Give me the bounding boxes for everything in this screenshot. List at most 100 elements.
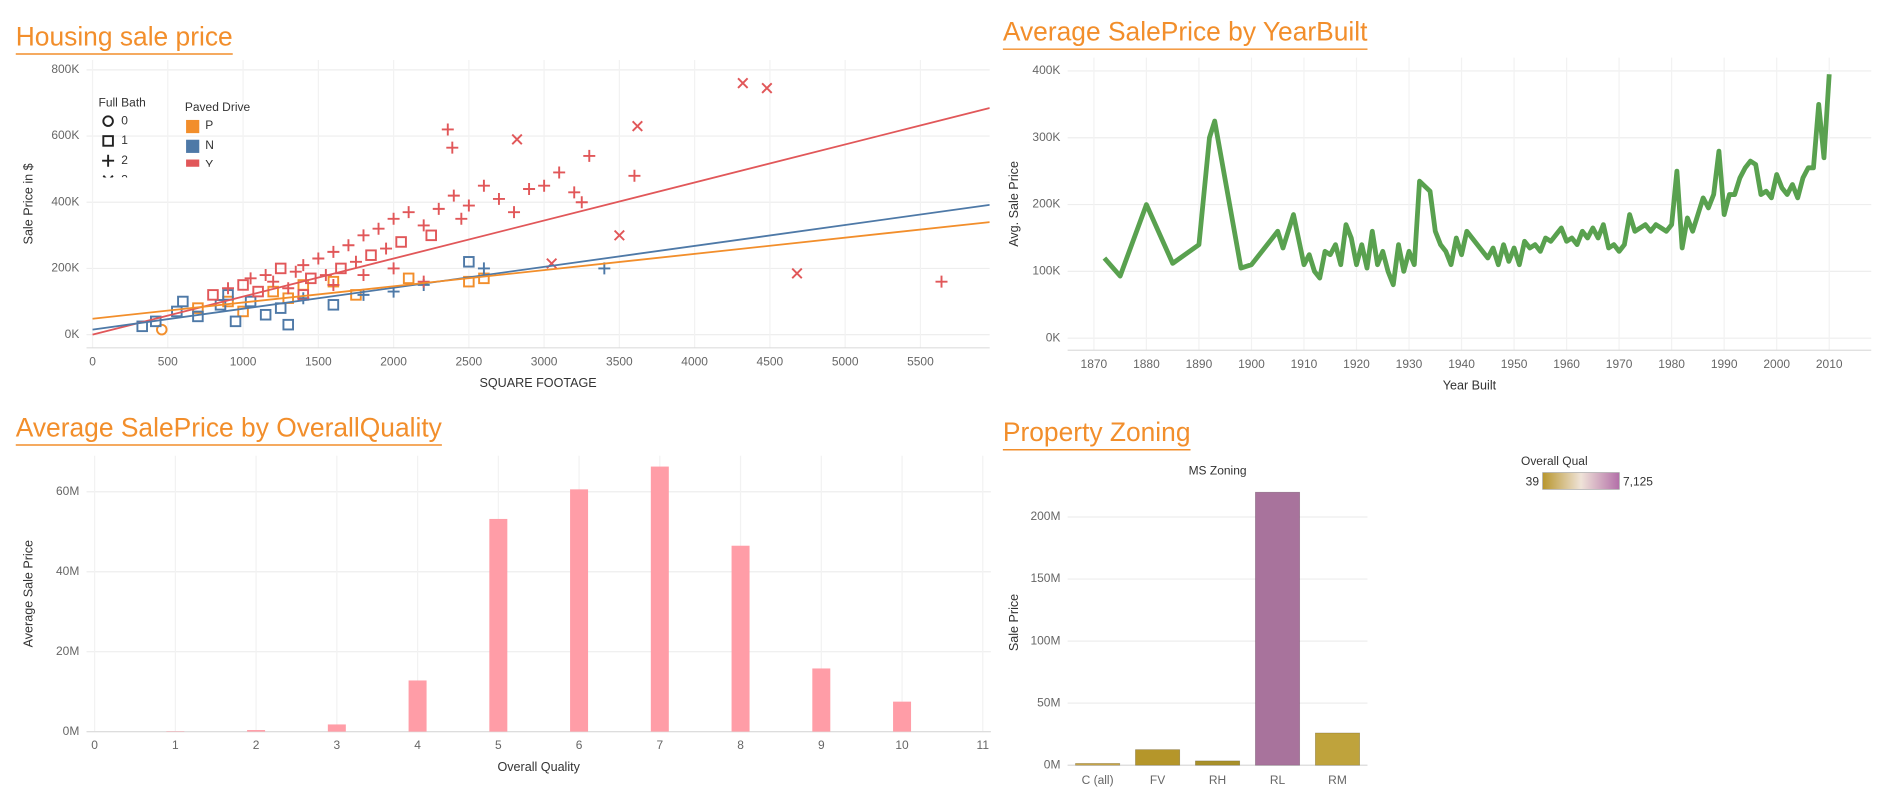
- bar: [247, 730, 266, 732]
- point: [102, 154, 115, 167]
- chart-title: Property Zoning: [1003, 417, 1191, 447]
- legend-swatch: [186, 159, 200, 167]
- trend-line: [92, 107, 990, 336]
- x-tick-label: 6: [576, 738, 583, 752]
- point: [613, 229, 625, 241]
- point: [447, 189, 460, 202]
- x-tick-label: 3000: [531, 354, 558, 368]
- x-tick-label: RM: [1328, 773, 1347, 787]
- x-tick-label: 4: [414, 738, 421, 752]
- point: [380, 242, 393, 255]
- point: [935, 275, 948, 288]
- bar: [1075, 763, 1121, 766]
- point: [327, 245, 340, 258]
- y-tick-label: 60M: [56, 484, 79, 498]
- chart-subtitle: MS Zoning: [1189, 464, 1247, 478]
- y-tick-label: 0K: [65, 327, 80, 341]
- x-tick-label: 500: [158, 354, 178, 368]
- point: [267, 275, 280, 288]
- x-tick-label: 8: [737, 738, 744, 752]
- legend-swatch: [186, 119, 200, 134]
- line: [1102, 74, 1832, 288]
- point: [511, 133, 523, 145]
- chart-title: Average SalePrice by YearBuilt: [1003, 17, 1368, 47]
- bar: [893, 701, 912, 732]
- point: [282, 318, 294, 331]
- y-tick-label: 0K: [1046, 330, 1061, 344]
- point: [538, 179, 551, 192]
- y-tick-label: 200M: [1030, 509, 1060, 523]
- bar: [812, 668, 831, 732]
- point: [259, 269, 272, 282]
- legend-label: N: [205, 138, 214, 152]
- point: [259, 308, 272, 321]
- point: [628, 169, 641, 182]
- y-tick-label: 150M: [1030, 571, 1060, 585]
- shape-legend: 0 1 2 3: [102, 113, 128, 187]
- y-tick-label: 400K: [51, 194, 79, 208]
- bar: [408, 680, 427, 732]
- x-tick-label: 1000: [230, 354, 257, 368]
- y-tick-label: 200K: [51, 261, 79, 275]
- point: [446, 141, 459, 154]
- y-tick-label: 800K: [51, 62, 79, 76]
- x-tick-label: RL: [1270, 773, 1286, 787]
- point: [327, 278, 340, 291]
- point: [244, 272, 257, 285]
- y-tick-label: 300K: [1032, 130, 1060, 144]
- bar: [731, 545, 750, 732]
- point: [425, 229, 437, 242]
- x-tick-label: 1500: [305, 354, 332, 368]
- x-axis-label: Year Built: [1443, 379, 1497, 393]
- y-tick-label: 100M: [1030, 633, 1060, 647]
- point: [156, 323, 168, 336]
- x-tick-label: C (all): [1082, 773, 1114, 787]
- bar: [570, 489, 589, 732]
- x-tick-label: 3500: [606, 354, 633, 368]
- legend-min: 39: [1526, 474, 1540, 488]
- x-tick-label: 0: [91, 738, 98, 752]
- point: [791, 267, 803, 279]
- x-tick-label: 2000: [380, 354, 407, 368]
- point: [583, 149, 596, 162]
- x-tick-label: 0: [89, 354, 96, 368]
- point: [492, 192, 505, 205]
- point: [417, 275, 430, 288]
- point: [349, 255, 362, 268]
- x-tick-label: 1920: [1343, 357, 1370, 371]
- x-tick-label: 1930: [1396, 357, 1423, 371]
- x-tick-label: 1870: [1081, 357, 1108, 371]
- legend-max: 7,125: [1623, 474, 1653, 488]
- x-tick-label: 1980: [1658, 357, 1685, 371]
- point: [462, 199, 475, 212]
- x-tick-label: 1960: [1553, 357, 1580, 371]
- x-tick-label: 4000: [681, 354, 708, 368]
- point: [365, 249, 377, 261]
- y-tick-label: 0M: [1044, 757, 1061, 771]
- point: [395, 236, 407, 248]
- y-tick-label: 100K: [1032, 264, 1060, 278]
- point: [289, 265, 302, 278]
- y-tick-label: 200K: [1032, 197, 1060, 211]
- chart-title: Average SalePrice by OverallQuality: [16, 412, 443, 442]
- y-axis-label: Sale Price: [1007, 594, 1021, 651]
- y-axis-label: Average Sale Price: [21, 540, 35, 647]
- x-tick-label: 5: [495, 738, 502, 752]
- point: [102, 135, 114, 147]
- point: [312, 252, 325, 265]
- x-tick-label: 1910: [1291, 357, 1318, 371]
- point: [237, 305, 249, 318]
- point: [357, 269, 370, 282]
- point: [102, 175, 114, 178]
- legend-label: 3: [121, 173, 128, 187]
- point: [508, 206, 521, 219]
- point: [177, 295, 189, 308]
- color-legend: PNY: [186, 118, 214, 167]
- y-tick-label: 0M: [63, 724, 80, 738]
- y-tick-label: 20M: [56, 644, 79, 658]
- x-tick-label: 1: [172, 738, 179, 752]
- x-tick-label: 1970: [1606, 357, 1633, 371]
- bar: [327, 724, 346, 732]
